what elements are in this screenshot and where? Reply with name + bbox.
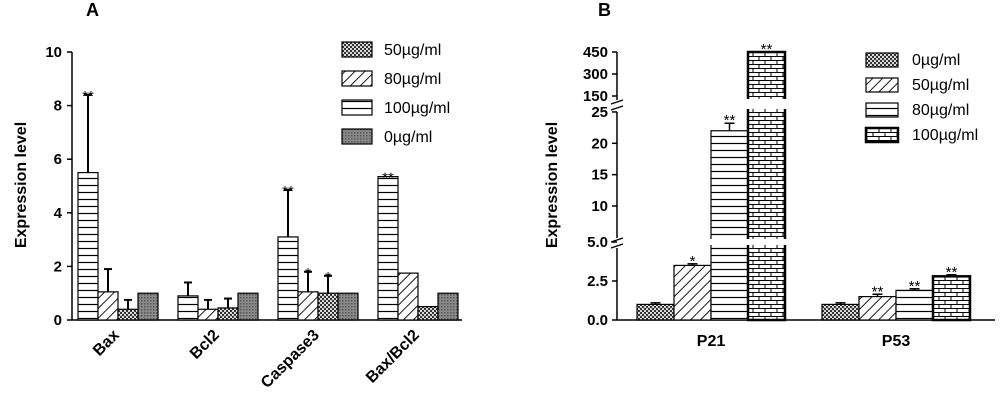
y-tick-label: 2 xyxy=(54,258,62,275)
legend-swatch xyxy=(341,99,373,116)
y-tick-label: 6 xyxy=(54,151,62,168)
y-tick-label: 15 xyxy=(591,167,608,184)
significance-marker: ** xyxy=(382,170,394,187)
y-tick-label: 8 xyxy=(54,98,62,115)
x-category-label: P21 xyxy=(697,333,726,350)
y-tick-label: 4 xyxy=(54,205,63,222)
x-category-label: Caspase3 xyxy=(258,327,323,392)
panel-b-axis-break-upper xyxy=(610,105,624,111)
legend-label: 0µg/ml xyxy=(912,52,960,69)
legend-swatch xyxy=(865,77,899,93)
y-tick-label: 150 xyxy=(583,88,608,105)
significance-marker: * xyxy=(690,253,696,270)
y-tick-label: 10 xyxy=(591,198,608,215)
bar-bax-series-1 xyxy=(97,291,119,321)
bar-bax-bcl2-series-1 xyxy=(397,272,419,321)
legend-label: 80µg/ml xyxy=(384,71,441,88)
panel-b-letter: B xyxy=(598,0,611,20)
legend-swatch xyxy=(864,126,900,144)
y-tick-label: 0.0 xyxy=(587,312,608,329)
x-category-label: P53 xyxy=(882,333,911,350)
panel-b-axis-break-lower xyxy=(610,243,624,249)
legend-label: 0µg/ml xyxy=(384,129,432,146)
significance-marker: ** xyxy=(282,183,294,200)
bar-caspase3-series-3 xyxy=(337,292,359,321)
significance-marker: ** xyxy=(909,278,921,295)
x-category-label: Bcl2 xyxy=(187,327,223,363)
y-tick-label: 0 xyxy=(54,312,62,329)
bar-p53-series-2 xyxy=(895,289,934,321)
panel-b-axis-break-upper xyxy=(610,99,624,105)
y-tick-label: 20 xyxy=(591,135,608,152)
bar-bcl2-series-2 xyxy=(217,307,239,321)
bar-bax-bcl2-series-3 xyxy=(437,292,459,321)
legend-swatch xyxy=(341,70,373,87)
bar-axis-break-gap xyxy=(746,239,787,245)
bar-caspase3-series-1 xyxy=(297,291,319,321)
bar-p53-series-0 xyxy=(821,303,860,321)
x-category-label: Bax xyxy=(90,327,123,360)
panel-a-letter: A xyxy=(86,0,99,20)
significance-marker: ** xyxy=(761,41,773,58)
x-category-label: Bax/Bcl2 xyxy=(363,327,423,387)
y-tick-label: 450 xyxy=(583,44,608,61)
significance-marker: ** xyxy=(946,264,958,281)
bar-bax-bcl2-series-0 xyxy=(377,176,399,321)
significance-marker: ** xyxy=(82,88,94,105)
bar-p21-series-0 xyxy=(636,303,675,321)
bar-bax-series-3 xyxy=(137,292,159,321)
significance-marker: * xyxy=(305,265,311,282)
bar-p21-series-1 xyxy=(673,264,712,321)
bar-axis-break-gap xyxy=(709,239,750,245)
bar-bcl2-series-0 xyxy=(177,295,199,321)
legend-label: 100µg/ml xyxy=(384,100,450,117)
significance-marker: ** xyxy=(724,112,736,129)
bar-p53-series-3 xyxy=(931,275,972,322)
panel-a-y-axis-label: Expression level xyxy=(13,122,30,248)
y-tick-label: 25 xyxy=(591,104,608,121)
significance-marker: * xyxy=(325,269,331,286)
y-tick-label: 10 xyxy=(45,44,62,61)
bar-bcl2-series-1 xyxy=(197,308,219,321)
y-tick-label: 5.0 xyxy=(587,234,608,251)
bar-bcl2-series-3 xyxy=(237,292,259,321)
legend-label: 50µg/ml xyxy=(912,77,969,94)
significance-marker: ** xyxy=(872,283,884,300)
bar-caspase3-series-2 xyxy=(317,292,339,321)
legend-label: 80µg/ml xyxy=(912,102,969,119)
panel-b-y-axis-label: Expression level xyxy=(544,122,561,248)
y-tick-label: 300 xyxy=(583,66,608,83)
legend-swatch xyxy=(341,128,373,145)
bar-p21-series-2 xyxy=(710,130,749,321)
bar-axis-break-gap xyxy=(746,99,787,109)
legend-swatch xyxy=(341,41,373,58)
legend-swatch xyxy=(865,102,899,118)
legend-label: 100µg/ml xyxy=(912,127,978,144)
bar-bax-bcl2-series-2 xyxy=(417,306,439,321)
bar-bax-series-0 xyxy=(77,172,99,321)
bar-bax-series-2 xyxy=(117,308,139,321)
bar-caspase3-series-0 xyxy=(277,236,299,321)
legend-label: 50µg/ml xyxy=(384,42,441,59)
legend-swatch xyxy=(865,52,899,68)
bar-p21-series-3 xyxy=(746,50,787,322)
y-tick-label: 2.5 xyxy=(587,273,608,290)
